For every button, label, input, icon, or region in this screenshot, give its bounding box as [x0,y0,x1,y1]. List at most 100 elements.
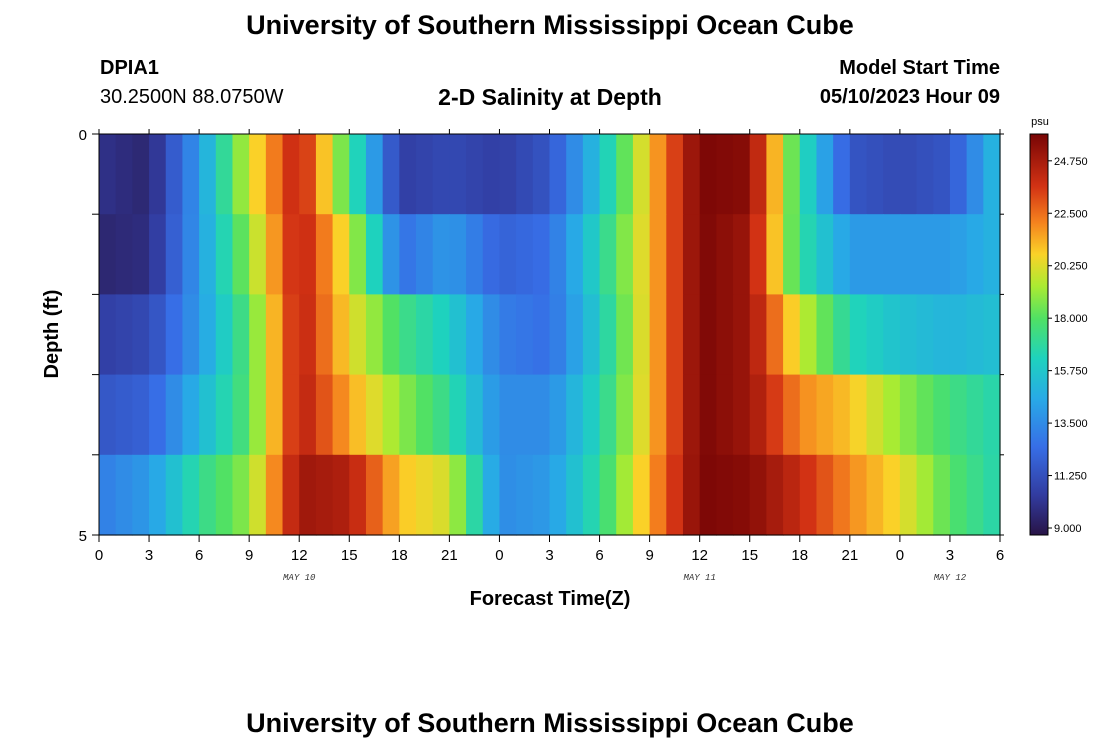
x-tick-label: 15 [341,547,358,564]
heatmap-cell [716,214,734,295]
colorbar-tick-label: 15.750 [1054,366,1088,378]
heatmap-cell [666,374,684,456]
heatmap-cell [399,294,417,376]
heatmap-cell [733,134,751,215]
heatmap-cell [899,294,918,376]
heatmap-cell [232,294,250,376]
x-tick-label: 12 [691,547,708,564]
heatmap-cell [232,454,250,536]
footer-title: University of Southern Mississippi Ocean… [246,708,854,738]
heatmap-cell [299,134,317,215]
heatmap-cell [449,374,467,456]
colorbar-tick-label: 13.500 [1054,418,1088,430]
heatmap-cell [332,134,350,215]
heatmap-cell [416,214,434,295]
heatmap-cell [899,214,918,295]
x-tick-label: 0 [95,547,103,564]
heatmap-cell [933,374,951,456]
heatmap-cell [149,374,167,456]
heatmap-cell [199,454,217,536]
colorbar-tick-label: 22.500 [1054,208,1088,220]
heatmap-cell [599,134,617,215]
heatmap-cell [532,214,551,295]
heatmap-cell [616,134,634,215]
heatmap-cell [449,134,467,215]
heatmap-cell [132,454,150,536]
heatmap-cell [165,454,184,536]
heatmap-cell [966,294,984,376]
heatmap-cell [566,294,584,376]
heatmap-cell [849,454,868,536]
heatmap-cell [265,294,284,376]
heatmap-cell [99,374,117,456]
heatmap-cell [332,214,350,295]
heatmap-cell [432,214,450,295]
heatmap-cell [866,454,884,536]
heatmap-cell [866,134,884,215]
date-label: MAY 10 [283,573,316,583]
heatmap-cell [416,454,434,536]
colorbar: psu 9.000 11.250 13.500 15.750 18.000 20.250 2… [1029,116,1088,536]
x-tick-label: 15 [741,547,758,564]
heatmap-cell [432,134,450,215]
heatmap-cell [299,214,317,295]
heatmap-cell [99,294,117,376]
heatmap-cell [199,374,217,456]
heatmap-cell [933,454,951,536]
heatmap-cell [783,134,801,215]
heatmap-cell [616,454,634,536]
heatmap-cell [249,294,267,376]
heatmap-cell [532,374,551,456]
heatmap-cell [883,294,901,376]
heatmap-cell [716,294,734,376]
heatmap-cell [382,214,400,295]
heatmap-cell [315,294,334,376]
heatmap-cell [833,214,851,295]
heatmap-cell [449,294,467,376]
heatmap-cell [616,294,634,376]
x-tick-label: 21 [841,547,858,564]
heatmap-cell [365,214,384,295]
heatmap-cell [232,214,250,295]
heatmap-cell [549,214,567,295]
x-axis: 0 3 6 9 12 15 18 21 0 3 6 9 12 15 18 21 0 3 6 MAY 10 MAY 11 M… [95,129,1004,583]
heatmap-cell [365,134,384,215]
heatmap-cell [449,454,467,536]
heatmap-cell [716,134,734,215]
heatmap-cell [649,374,667,456]
heatmap-cell [783,294,801,376]
heatmap-cell [716,454,734,536]
heatmap-cell [866,214,884,295]
heatmap-cell [332,294,350,376]
heatmap-cell [883,374,901,456]
heatmap-cell [432,454,450,536]
heatmap-cell [749,374,768,456]
x-tick-label: 3 [545,547,553,564]
heatmap-cell [833,454,851,536]
heatmap-cell [883,134,901,215]
heatmap-cell [399,214,417,295]
heatmap-cell [833,134,851,215]
heatmap-cell [716,374,734,456]
heatmap-cell [165,134,184,215]
heatmap-cell [365,374,384,456]
heatmap-cell [115,294,133,376]
heatmap-cell [966,374,984,456]
x-tick-label: 18 [391,547,408,564]
heatmap-cell [916,454,934,536]
heatmap-cell [916,374,934,456]
model-start-label: Model Start Time [839,57,1000,79]
heatmap-cell [682,134,701,215]
heatmap-cell [749,214,768,295]
x-tick-label: 9 [645,547,653,564]
x-tick-label: 3 [946,547,954,564]
heatmap-cell [165,214,184,295]
heatmap-cell [933,214,951,295]
heatmap-cell [315,214,334,295]
heatmap-cell [699,294,717,376]
heatmap-cell [182,214,200,295]
colorbar-tick-label: 24.750 [1054,156,1088,168]
heatmap-cell [516,134,534,215]
heatmap-cell [632,294,651,376]
